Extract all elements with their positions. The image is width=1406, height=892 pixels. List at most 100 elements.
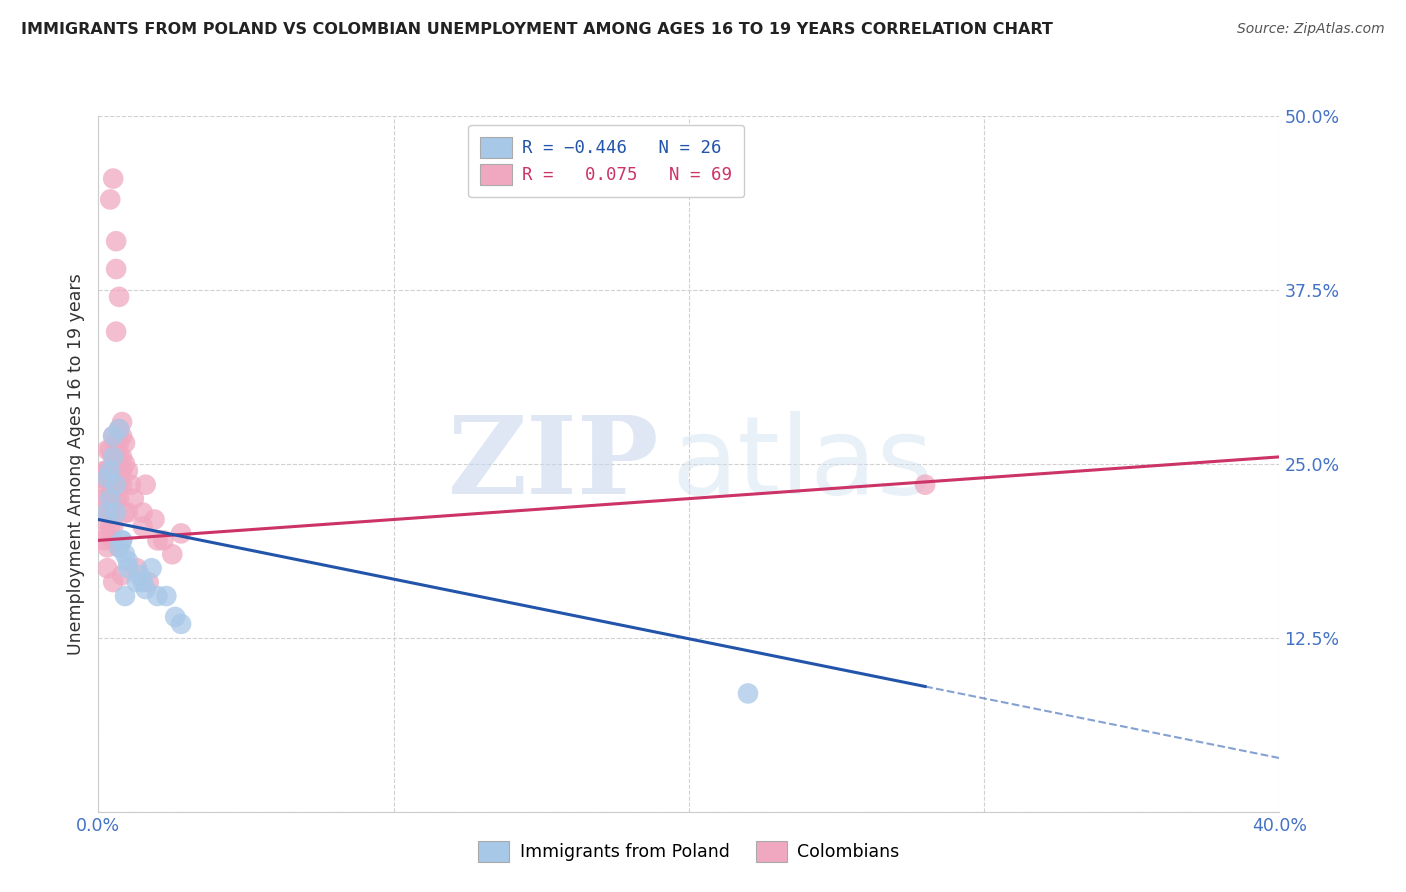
Point [90, 471, 112, 485]
Text: atlas: atlas [671, 411, 934, 516]
Point [98, 477, 121, 491]
Point [96, 477, 118, 491]
Point [117, 554, 139, 568]
Point [737, 686, 759, 700]
Point [114, 589, 136, 603]
Point [111, 464, 134, 478]
Point [103, 506, 125, 520]
Point [105, 457, 128, 471]
Point [170, 616, 193, 631]
Point [96, 506, 118, 520]
Point [103, 450, 125, 464]
Point [108, 541, 131, 555]
Point [103, 464, 125, 478]
Point [98, 442, 121, 457]
Point [114, 436, 136, 450]
Point [155, 589, 177, 603]
Point [108, 422, 131, 436]
Point [111, 533, 134, 548]
Point [103, 533, 125, 548]
Point [128, 568, 150, 582]
Point [117, 561, 139, 575]
Point [103, 429, 125, 443]
Point [103, 450, 125, 464]
Point [111, 533, 134, 548]
Point [103, 429, 125, 443]
Point [96, 471, 118, 485]
Point [98, 491, 121, 506]
Point [103, 519, 125, 533]
Point [132, 519, 155, 533]
Point [122, 491, 145, 506]
Point [117, 464, 139, 478]
Point [96, 464, 118, 478]
Y-axis label: Unemployment Among Ages 16 to 19 years: Unemployment Among Ages 16 to 19 years [66, 273, 84, 655]
Point [98, 491, 121, 506]
Point [111, 450, 134, 464]
Point [108, 541, 131, 555]
Text: ZIP: ZIP [449, 411, 659, 516]
Point [93, 464, 115, 478]
Point [111, 568, 134, 582]
Point [138, 575, 160, 590]
Point [105, 234, 128, 248]
Point [105, 436, 128, 450]
Point [93, 512, 115, 526]
Point [96, 442, 118, 457]
Point [125, 561, 148, 575]
Point [108, 422, 131, 436]
Point [103, 477, 125, 491]
Point [170, 526, 193, 541]
Point [98, 506, 121, 520]
Point [108, 290, 131, 304]
Point [111, 415, 134, 429]
Point [114, 457, 136, 471]
Legend: Immigrants from Poland, Colombians: Immigrants from Poland, Colombians [471, 834, 907, 869]
Point [162, 547, 183, 561]
Point [108, 450, 131, 464]
Point [108, 436, 131, 450]
Point [135, 582, 157, 596]
Point [93, 533, 115, 548]
Point [98, 464, 121, 478]
Point [105, 325, 128, 339]
Point [98, 519, 121, 533]
Point [132, 506, 155, 520]
Point [105, 506, 128, 520]
Point [105, 477, 128, 491]
Point [105, 262, 128, 277]
Point [98, 193, 121, 207]
Point [105, 477, 128, 491]
Point [98, 464, 121, 478]
Point [135, 477, 157, 491]
Point [93, 491, 115, 506]
Point [103, 491, 125, 506]
Point [111, 429, 134, 443]
Point [96, 561, 118, 575]
Text: Source: ZipAtlas.com: Source: ZipAtlas.com [1237, 22, 1385, 37]
Point [103, 171, 125, 186]
Point [125, 575, 148, 590]
Point [146, 533, 169, 548]
Point [103, 575, 125, 590]
Point [108, 464, 131, 478]
Point [96, 491, 118, 506]
Text: IMMIGRANTS FROM POLAND VS COLOMBIAN UNEMPLOYMENT AMONG AGES 16 TO 19 YEARS CORRE: IMMIGRANTS FROM POLAND VS COLOMBIAN UNEM… [21, 22, 1053, 37]
Point [96, 506, 118, 520]
Point [120, 477, 142, 491]
Point [143, 512, 166, 526]
Point [105, 491, 128, 506]
Point [108, 491, 131, 506]
Point [111, 477, 134, 491]
Point [114, 506, 136, 520]
Point [96, 541, 118, 555]
Point [914, 477, 936, 491]
Point [108, 477, 131, 491]
Point [114, 547, 136, 561]
Point [165, 610, 187, 624]
Point [132, 575, 155, 590]
Point [141, 561, 163, 575]
Point [96, 526, 118, 541]
Point [117, 506, 139, 520]
Point [146, 589, 169, 603]
